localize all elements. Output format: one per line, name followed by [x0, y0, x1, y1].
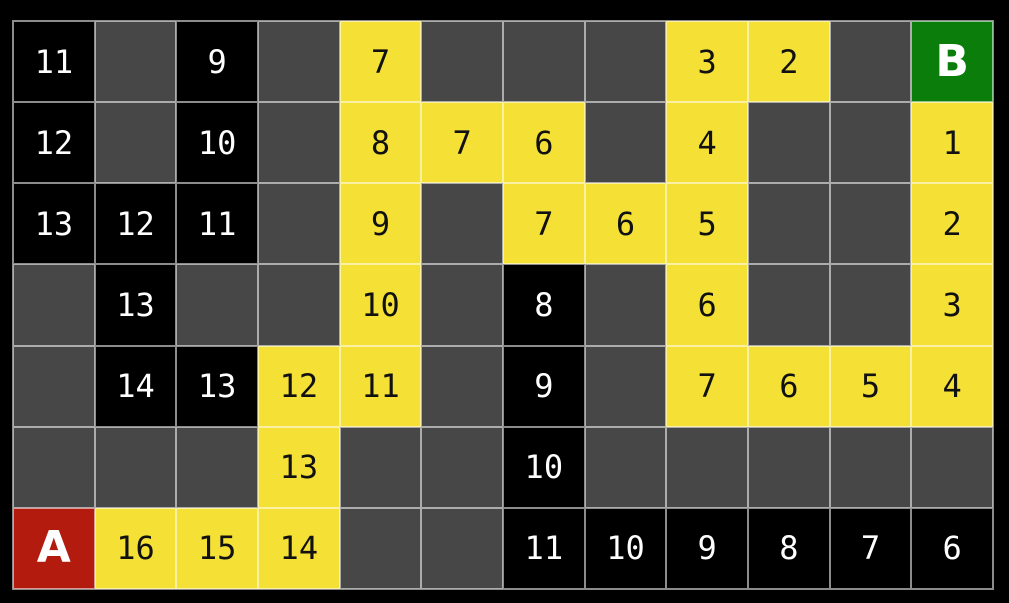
empty-cell-r1c2: [94, 21, 177, 103]
empty-cell-r3c4: [257, 183, 340, 265]
empty-cell-r2c11: [829, 102, 912, 184]
path-cell-r2c7: 6: [502, 102, 585, 184]
empty-cell-r2c10: [747, 102, 830, 184]
empty-cell-r5c8: [584, 345, 667, 427]
explored-cell-r5c7: 9: [502, 345, 585, 427]
empty-cell-r1c6: [421, 21, 503, 103]
explored-cell-r7c11: 7: [829, 507, 912, 589]
start-cell-a: A: [13, 507, 95, 589]
path-cell-r4c5: 10: [339, 264, 422, 346]
explored-cell-r7c12: 6: [911, 507, 993, 589]
explored-cell-r7c7: 11: [502, 507, 585, 589]
explored-cell-r6c7: 10: [502, 426, 585, 508]
explored-cell-r5c3: 13: [176, 345, 258, 427]
empty-cell-r4c8: [584, 264, 667, 346]
empty-cell-r7c6: [421, 507, 503, 589]
path-cell-r4c9: 6: [666, 264, 748, 346]
empty-cell-r6c9: [666, 426, 748, 508]
empty-cell-r3c11: [829, 183, 912, 265]
path-cell-r3c8: 6: [584, 183, 667, 265]
empty-cell-r4c10: [747, 264, 830, 346]
explored-cell-r4c2: 13: [94, 264, 177, 346]
empty-cell-r5c6: [421, 345, 503, 427]
explored-cell-r3c2: 12: [94, 183, 177, 265]
explored-cell-r7c8: 10: [584, 507, 667, 589]
explored-cell-r5c2: 14: [94, 345, 177, 427]
path-cell-r2c9: 4: [666, 102, 748, 184]
explored-cell-r3c1: 13: [13, 183, 95, 265]
explored-cell-r3c3: 11: [176, 183, 258, 265]
empty-cell-r1c11: [829, 21, 912, 103]
explored-cell-r2c1: 12: [13, 102, 95, 184]
path-cell-r6c4: 13: [257, 426, 340, 508]
empty-cell-r4c3: [176, 264, 258, 346]
empty-cell-r1c4: [257, 21, 340, 103]
empty-cell-r2c2: [94, 102, 177, 184]
path-cell-r2c5: 8: [339, 102, 422, 184]
empty-cell-r1c8: [584, 21, 667, 103]
empty-cell-r2c8: [584, 102, 667, 184]
empty-cell-r5c1: [13, 345, 95, 427]
empty-cell-r6c12: [911, 426, 993, 508]
empty-cell-r6c5: [339, 426, 422, 508]
path-cell-r3c7: 7: [502, 183, 585, 265]
empty-cell-r4c4: [257, 264, 340, 346]
empty-cell-r2c4: [257, 102, 340, 184]
path-cell-r1c5: 7: [339, 21, 422, 103]
path-cell-r1c10: 2: [747, 21, 830, 103]
empty-cell-r3c6: [421, 183, 503, 265]
path-cell-r5c10: 6: [747, 345, 830, 427]
path-cell-r2c12: 1: [911, 102, 993, 184]
explored-cell-r7c10: 8: [747, 507, 830, 589]
path-cell-r3c12: 2: [911, 183, 993, 265]
goal-cell-b: B: [911, 21, 993, 103]
explored-cell-r7c9: 9: [666, 507, 748, 589]
path-cell-r2c6: 7: [421, 102, 503, 184]
path-cell-r7c3: 15: [176, 507, 258, 589]
path-cell-r1c9: 3: [666, 21, 748, 103]
empty-cell-r4c1: [13, 264, 95, 346]
path-cell-r3c9: 5: [666, 183, 748, 265]
path-cell-r5c4: 12: [257, 345, 340, 427]
path-cell-r4c12: 3: [911, 264, 993, 346]
path-cell-r5c11: 5: [829, 345, 912, 427]
empty-cell-r6c10: [747, 426, 830, 508]
empty-cell-r4c11: [829, 264, 912, 346]
path-cell-r3c5: 9: [339, 183, 422, 265]
empty-cell-r4c6: [421, 264, 503, 346]
empty-cell-r6c2: [94, 426, 177, 508]
pathfinding-grid: 11 9 7 3 2 B 12 10 8 7 6 4 1 13 12 11 9 7 6 5 2 13 10 8 6 3 14 13 12…: [12, 20, 994, 590]
empty-cell-r6c6: [421, 426, 503, 508]
empty-cell-r6c1: [13, 426, 95, 508]
empty-cell-r6c8: [584, 426, 667, 508]
path-cell-r7c2: 16: [94, 507, 177, 589]
path-cell-r5c12: 4: [911, 345, 993, 427]
empty-cell-r7c5: [339, 507, 422, 589]
empty-cell-r3c10: [747, 183, 830, 265]
empty-cell-r6c3: [176, 426, 258, 508]
explored-cell-r1c1: 11: [13, 21, 95, 103]
path-cell-r7c4: 14: [257, 507, 340, 589]
explored-cell-r2c3: 10: [176, 102, 258, 184]
path-cell-r5c9: 7: [666, 345, 748, 427]
path-cell-r5c5: 11: [339, 345, 422, 427]
explored-cell-r1c3: 9: [176, 21, 258, 103]
explored-cell-r4c7: 8: [502, 264, 585, 346]
empty-cell-r1c7: [502, 21, 585, 103]
empty-cell-r6c11: [829, 426, 912, 508]
